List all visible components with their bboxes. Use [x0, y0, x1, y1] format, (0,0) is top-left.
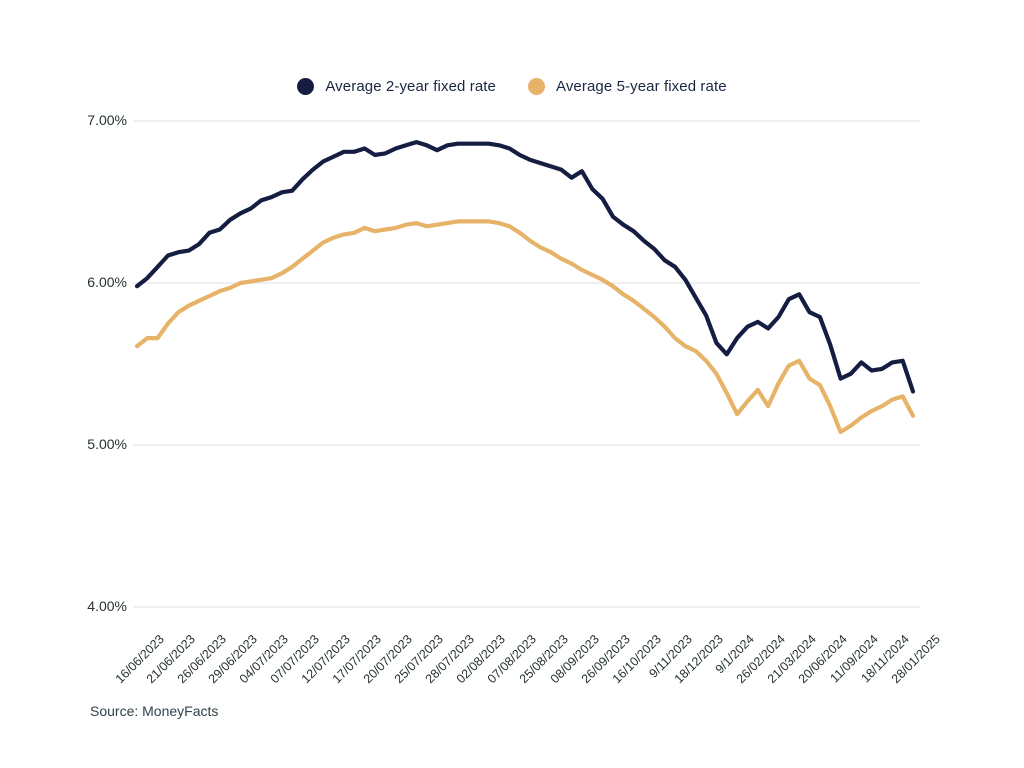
- y-axis-tick-label: 5.00%: [87, 436, 127, 452]
- legend-label-2yr: Average 2-year fixed rate: [325, 78, 496, 95]
- legend-item-5yr: Average 5-year fixed rate: [528, 78, 727, 95]
- legend-dot-2yr-icon: [297, 78, 315, 95]
- series-line-2yr: [134, 140, 916, 394]
- series-line-5yr: [134, 219, 916, 435]
- y-axis-tick-label: 7.00%: [87, 112, 127, 128]
- source-caption: Source: MoneyFacts: [90, 703, 219, 719]
- legend-dot-5yr-icon: [528, 78, 545, 95]
- legend-label-5yr: Average 5-year fixed rate: [556, 78, 727, 95]
- chart-legend: Average 2-year fixed rate Average 5-year…: [0, 78, 1024, 95]
- y-axis-tick-label: 4.00%: [87, 598, 127, 614]
- legend-item-2yr: Average 2-year fixed rate: [297, 78, 496, 95]
- y-axis-tick-label: 6.00%: [87, 274, 127, 290]
